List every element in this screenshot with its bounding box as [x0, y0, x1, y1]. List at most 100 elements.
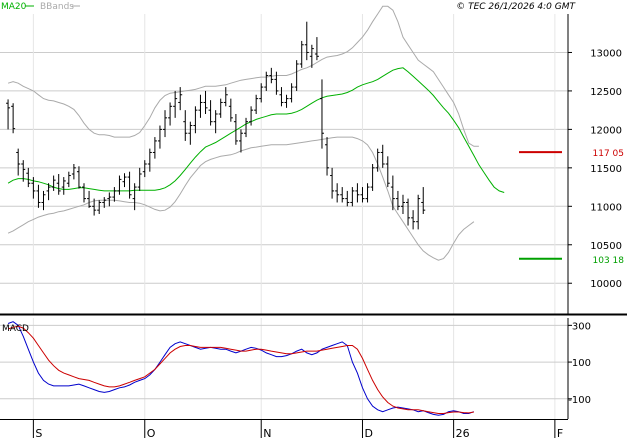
ohlc-bar: [157, 125, 162, 149]
ohlc-bar: [168, 102, 173, 126]
support-level-label: 103 18: [593, 256, 625, 266]
ohlc-bar: [76, 166, 81, 189]
ohlc-bar: [319, 79, 324, 149]
macd-y-tick-label: 100: [572, 358, 591, 369]
ohlc-bar: [249, 106, 254, 126]
ohlc-bar: [355, 183, 360, 203]
ohlc-bar: [218, 98, 223, 118]
ohlc-bar: [223, 87, 228, 107]
ohlc-bar: [92, 198, 97, 216]
ohlc-bar: [350, 187, 355, 207]
ohlc-bar: [203, 90, 208, 114]
copyright-text: © TEC 26/1/2026 4:0 GMT: [456, 2, 576, 12]
ohlc-bar: [244, 117, 249, 138]
ohlc-bar: [107, 192, 112, 207]
price-y-tick-label: 13000: [590, 48, 622, 59]
ohlc-bar: [127, 171, 132, 199]
ma20-line: [7, 67, 505, 193]
x-tick-label: O: [147, 427, 156, 440]
macd-y-tick-label: 300: [572, 321, 591, 332]
ohlc-bar: [117, 175, 122, 195]
ohlc-bar: [26, 167, 31, 188]
ohlc-bar: [66, 171, 71, 188]
ohlc-bar: [213, 110, 218, 134]
ohlc-bar: [173, 90, 178, 118]
ohlc-bar: [360, 187, 365, 203]
price-y-tick-label: 10000: [590, 279, 622, 290]
ohlc-bar: [36, 184, 41, 208]
price-y-tick-label: 11000: [590, 202, 622, 213]
ohlc-bar: [370, 164, 375, 191]
macd-y-tick-label: -100: [568, 395, 591, 406]
ohlc-bar: [284, 94, 289, 108]
ohlc-bar: [21, 160, 26, 182]
price-panel-background: [0, 0, 568, 314]
ohlc-bar: [137, 167, 142, 191]
ohlc-bar: [188, 121, 193, 145]
ohlc-bar: [41, 190, 46, 211]
ohlc-bar: [87, 190, 92, 208]
ohlc-bar: [147, 148, 152, 172]
price-y-tick-label: 11500: [590, 164, 622, 175]
macd-y-axis: 300 100 -100: [568, 321, 591, 406]
ohlc-bar: [274, 71, 279, 95]
ohlc-bar: [193, 106, 198, 134]
ohlc-bar: [259, 83, 264, 103]
ohlc-bar: [163, 110, 168, 138]
ohlc-bar: [309, 44, 314, 68]
ohlc-bar: [152, 137, 157, 159]
ohlc-bar: [264, 71, 269, 91]
ohlc-bar: [269, 67, 274, 84]
ohlc-bar: [421, 187, 426, 214]
price-levels: 117 05 103 18: [519, 149, 624, 266]
ohlc-bar: [294, 60, 299, 91]
ohlc-bar: [208, 100, 213, 126]
ohlc-bar: [82, 183, 87, 203]
ohlc-bar: [314, 37, 319, 61]
ohlc-bar: [289, 83, 294, 103]
ma20-line: [7, 67, 505, 193]
price-y-axis: 10000 10500 11000 11500 12000 12500 13000: [568, 48, 622, 290]
ohlc-bar: [71, 164, 76, 180]
signal-line: [7, 325, 474, 414]
ohlc-bar: [61, 177, 66, 195]
ohlc-bar: [16, 148, 21, 176]
ohlc-bar: [385, 156, 390, 188]
legend-ma20: MA20: [1, 2, 27, 12]
ohlc-bar: [254, 94, 259, 114]
ohlc-bar: [400, 194, 405, 214]
x-tick-label: N: [263, 427, 271, 440]
macd-lines: [7, 321, 475, 416]
ohlc-bar: [31, 177, 36, 199]
ohlc-bar: [56, 174, 61, 195]
ohlc-bar: [238, 129, 243, 153]
ohlc-bar: [325, 137, 330, 176]
ohlc-bar: [406, 198, 411, 226]
price-y-tick-label: 12500: [590, 87, 622, 98]
ohlc-bar: [365, 183, 370, 203]
ohlc-bar: [51, 175, 56, 191]
ohlc-bar: [97, 200, 102, 214]
ohlc-bar: [335, 183, 340, 203]
ohlc-bar: [183, 110, 188, 141]
ohlc-bar: [6, 99, 11, 130]
macd-label: MACD: [2, 324, 29, 334]
ohlc-bar: [46, 183, 51, 201]
ohlc-bar: [142, 160, 147, 178]
ohlc-bar: [279, 87, 284, 107]
macd-line: [7, 321, 475, 416]
price-y-tick-label: 12000: [590, 125, 622, 136]
ohlc-bar: [395, 190, 400, 211]
ohlc-bar: [375, 148, 380, 172]
x-tick-label: D: [364, 427, 372, 440]
x-tick-label: F: [557, 427, 563, 440]
ohlc-bar: [345, 190, 350, 207]
price-ohlc-bars: [6, 21, 426, 230]
ohlc-bar: [340, 187, 345, 203]
ohlc-bar: [132, 183, 137, 211]
ohlc-bar: [390, 175, 395, 211]
ohlc-bar: [416, 194, 421, 230]
resistance-level-label: 117 05: [593, 149, 625, 159]
ohlc-bar: [233, 114, 238, 145]
